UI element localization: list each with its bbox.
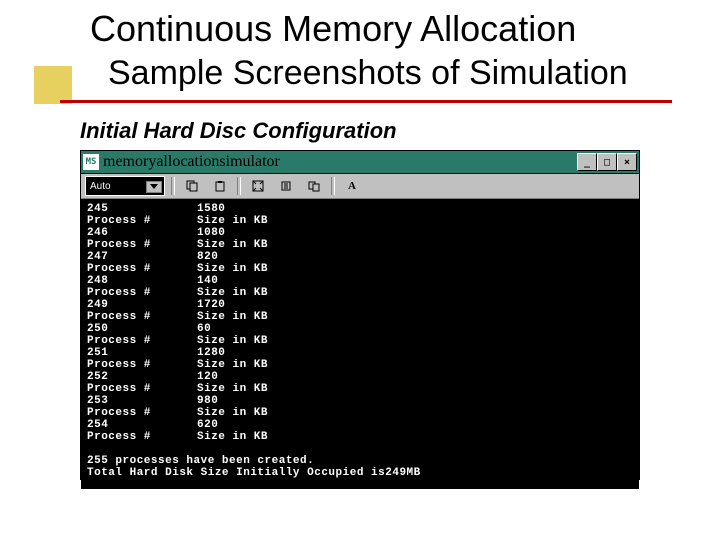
window-controls: _ □ × [577, 153, 637, 171]
terminal-line: Process #Size in KB [87, 239, 633, 251]
terminal-output: 2451580Process #Size in KB2461080Process… [81, 199, 639, 489]
paste-button[interactable] [209, 176, 231, 196]
terminal-line: 2451580 [87, 203, 633, 215]
minimize-button[interactable]: _ [577, 153, 597, 171]
size-label: Size in KB [197, 263, 268, 275]
process-size: 820 [197, 251, 257, 263]
copy-button[interactable] [181, 176, 203, 196]
terminal-line: Process #Size in KB [87, 263, 633, 275]
terminal-line: 254620 [87, 419, 633, 431]
zoom-dropdown[interactable]: Auto [85, 176, 165, 196]
terminal-line: 2461080 [87, 227, 633, 239]
slide-title-2: Sample Screenshots of Simulation [108, 54, 628, 93]
terminal-line: Process #Size in KB [87, 215, 633, 227]
toolbar-separator [171, 177, 175, 195]
fullscreen-icon [252, 180, 264, 192]
terminal-line: 2511280 [87, 347, 633, 359]
terminal-line: Process #Size in KB [87, 335, 633, 347]
chevron-down-icon [150, 184, 158, 189]
toolbar-separator [237, 177, 241, 195]
process-id: 249 [87, 299, 197, 311]
close-button[interactable]: × [617, 153, 637, 171]
font-button[interactable]: A [341, 176, 363, 196]
background-icon [308, 180, 320, 192]
process-size: 60 [197, 323, 257, 335]
process-id: 247 [87, 251, 197, 263]
process-id: 245 [87, 203, 197, 215]
process-label: Process # [87, 263, 197, 275]
size-label: Size in KB [197, 335, 268, 347]
terminal-line: Process #Size in KB [87, 383, 633, 395]
maximize-button[interactable]: □ [597, 153, 617, 171]
terminal-footer-1: 255 processes have been created. [87, 455, 633, 467]
process-id: 253 [87, 395, 197, 407]
slide-title-1: Continuous Memory Allocation [90, 8, 576, 50]
terminal-line: Process #Size in KB [87, 431, 633, 443]
process-id: 250 [87, 323, 197, 335]
size-label: Size in KB [197, 287, 268, 299]
terminal-line: 25060 [87, 323, 633, 335]
titlebar: MS memoryallocationsimulator _ □ × [81, 151, 639, 174]
process-size: 1580 [197, 203, 257, 215]
accent-square [34, 66, 72, 104]
copy-icon [186, 180, 198, 192]
terminal-line: 2491720 [87, 299, 633, 311]
size-label: Size in KB [197, 431, 268, 443]
terminal-line: Process #Size in KB [87, 359, 633, 371]
size-label: Size in KB [197, 383, 268, 395]
size-label: Size in KB [197, 239, 268, 251]
size-label: Size in KB [197, 311, 268, 323]
terminal-line: Process #Size in KB [87, 287, 633, 299]
slide-subtitle: Initial Hard Disc Configuration [80, 118, 397, 144]
background-button[interactable] [303, 176, 325, 196]
zoom-dropdown-label: Auto [90, 181, 111, 192]
terminal-line: 253980 [87, 395, 633, 407]
process-id: 246 [87, 227, 197, 239]
process-size: 1080 [197, 227, 257, 239]
window-title: memoryallocationsimulator [103, 153, 577, 171]
process-label: Process # [87, 215, 197, 227]
properties-icon [280, 180, 292, 192]
toolbar-separator [331, 177, 335, 195]
process-label: Process # [87, 239, 197, 251]
process-label: Process # [87, 383, 197, 395]
process-label: Process # [87, 311, 197, 323]
font-icon: A [348, 180, 356, 192]
terminal-footer-2: Total Hard Disk Size Initially Occupied … [87, 467, 633, 479]
size-label: Size in KB [197, 215, 268, 227]
process-size: 140 [197, 275, 257, 287]
process-id: 251 [87, 347, 197, 359]
process-label: Process # [87, 431, 197, 443]
terminal-line: Process #Size in KB [87, 407, 633, 419]
app-window: MS memoryallocationsimulator _ □ × Auto [80, 150, 640, 480]
system-menu-icon[interactable]: MS [83, 154, 99, 170]
terminal-line: 248140 [87, 275, 633, 287]
toolbar: Auto A [81, 174, 639, 199]
size-label: Size in KB [197, 359, 268, 371]
process-label: Process # [87, 359, 197, 371]
process-size: 980 [197, 395, 257, 407]
process-size: 1280 [197, 347, 257, 359]
process-size: 1720 [197, 299, 257, 311]
process-id: 248 [87, 275, 197, 287]
size-label: Size in KB [197, 407, 268, 419]
process-label: Process # [87, 335, 197, 347]
properties-button[interactable] [275, 176, 297, 196]
terminal-line: 247820 [87, 251, 633, 263]
process-size: 120 [197, 371, 257, 383]
process-id: 252 [87, 371, 197, 383]
fullscreen-button[interactable] [247, 176, 269, 196]
title-underline [60, 100, 672, 103]
paste-icon [214, 180, 226, 192]
terminal-line: Process #Size in KB [87, 311, 633, 323]
terminal-blank [87, 443, 633, 455]
terminal-line: 252120 [87, 371, 633, 383]
process-size: 620 [197, 419, 257, 431]
process-label: Process # [87, 407, 197, 419]
process-label: Process # [87, 287, 197, 299]
process-id: 254 [87, 419, 197, 431]
